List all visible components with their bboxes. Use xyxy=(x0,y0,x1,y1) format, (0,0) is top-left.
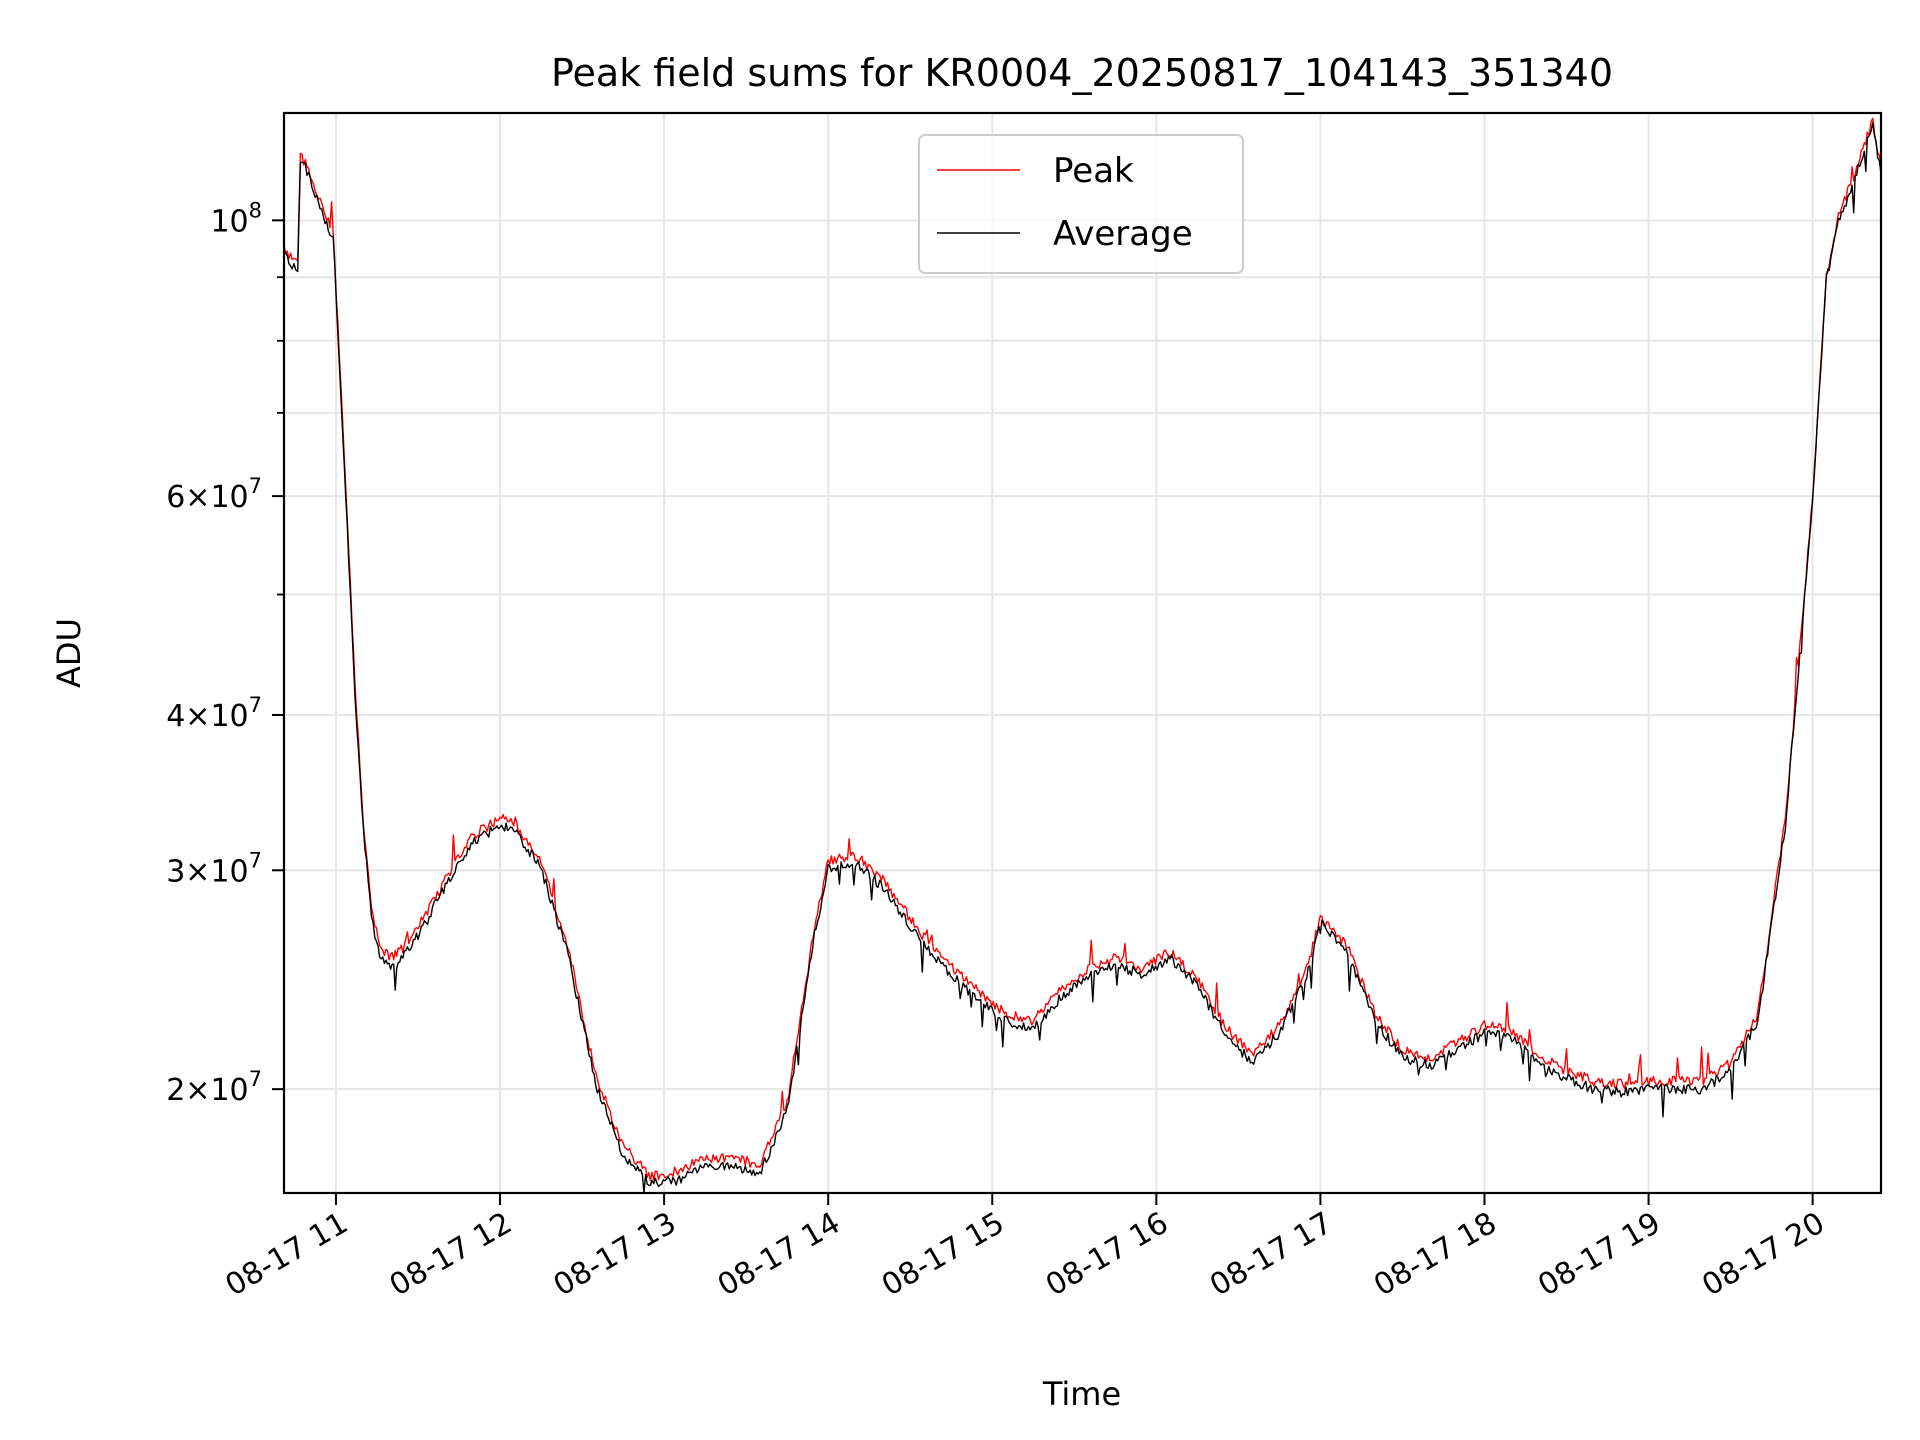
x-axis-label: Time xyxy=(1042,1375,1121,1413)
legend-label-average: Average xyxy=(1053,214,1193,254)
legend-label-peak: Peak xyxy=(1053,151,1134,191)
legend: Peak Average xyxy=(918,134,1244,274)
series-line-average xyxy=(283,121,1882,1194)
y-tick-label: 2×107 xyxy=(166,1067,262,1108)
series-lines xyxy=(283,117,1882,1194)
y-tick-label: 3×107 xyxy=(166,848,262,889)
y-axis-label: ADU xyxy=(50,618,88,688)
y-tick-label: 6×107 xyxy=(166,474,262,515)
y-axis: 2×107 3×107 4×107 6×107 108 xyxy=(166,198,284,1108)
grid xyxy=(284,113,1881,1193)
plot-frame xyxy=(282,111,1883,1195)
chart-title: Peak field sums for KR0004_20250817_1041… xyxy=(551,51,1613,95)
y-tick-label: 108 xyxy=(210,198,262,239)
y-tick-label: 4×107 xyxy=(166,693,262,734)
